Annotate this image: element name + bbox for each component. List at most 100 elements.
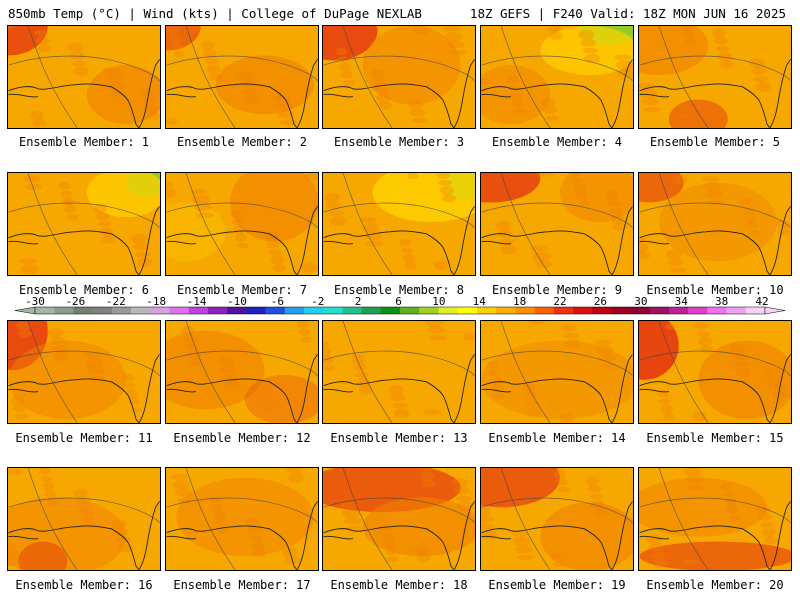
colorbar-tick-label: -26 <box>65 296 85 308</box>
ensemble-member-map <box>165 172 319 276</box>
temperature-field <box>639 173 791 275</box>
colorbar-segment <box>745 307 766 314</box>
ensemble-member-label: Ensemble Member: 19 <box>488 578 626 592</box>
ensemble-member-map <box>480 467 634 571</box>
colorbar-tick-label: -30 <box>25 296 45 308</box>
ensemble-member-label: Ensemble Member: 9 <box>491 283 623 297</box>
colorbar-segment <box>54 307 74 314</box>
ensemble-member-label: Ensemble Member: 17 <box>173 578 311 592</box>
colorbar-tick-label: -2 <box>311 296 324 308</box>
ensemble-member-map <box>7 320 161 424</box>
colorbar-segment <box>131 307 151 314</box>
ensemble-member-label: Ensemble Member: 16 <box>15 578 153 592</box>
chart-title: 850mb Temp (°C) | Wind (kts) | College o… <box>8 6 422 21</box>
colorbar-segment <box>92 307 113 314</box>
colorbar-segment <box>630 307 651 314</box>
temperature-field <box>166 26 318 128</box>
colorbar-tick-label: -14 <box>187 296 207 308</box>
run-info: 18Z GEFS | F240 Valid: 18Z MON JUN 16 20… <box>469 6 786 21</box>
colorbar-segment <box>496 307 516 314</box>
temperature-field <box>166 173 318 275</box>
colorbar-high-arrow <box>764 306 786 315</box>
ensemble-member-map <box>638 172 792 276</box>
ensemble-member-map <box>322 467 476 571</box>
colorbar-segment <box>303 307 324 314</box>
temperature-field <box>481 468 633 570</box>
ensemble-member-map <box>638 25 792 129</box>
temperature-field <box>323 26 475 128</box>
ensemble-member-map <box>322 25 476 129</box>
colorbar-segment <box>207 307 228 314</box>
ensemble-member-label: Ensemble Member: 3 <box>333 135 465 149</box>
colorbar-tick-label: 34 <box>675 296 689 308</box>
colorbar-segment <box>515 307 535 314</box>
ensemble-member-map <box>7 25 161 129</box>
ensemble-member-label: Ensemble Member: 11 <box>15 431 153 445</box>
temperature-field <box>323 321 475 423</box>
ensemble-member-map <box>7 467 161 571</box>
ensemble-member-label: Ensemble Member: 14 <box>488 431 626 445</box>
colorbar-segment <box>35 307 55 314</box>
colorbar-segment <box>726 307 747 314</box>
temperature-field <box>8 26 160 128</box>
colorbar-segment <box>188 307 209 314</box>
ensemble-member-map <box>7 172 161 276</box>
temperature-field <box>639 468 791 570</box>
colorbar-segment <box>668 307 689 314</box>
colorbar-segment <box>342 307 362 314</box>
colorbar-tick-label: 2 <box>355 296 362 308</box>
colorbar-segment <box>361 307 382 314</box>
colorbar-segment <box>419 307 439 314</box>
colorbar-segment <box>592 307 612 314</box>
colorbar-tick-label: 10 <box>432 296 445 308</box>
temperature-field <box>481 26 633 128</box>
temperature-field <box>8 173 160 275</box>
ensemble-member-label: Ensemble Member: 10 <box>646 283 784 297</box>
temperature-field <box>323 468 475 570</box>
colorbar-segment <box>284 307 305 314</box>
colorbar-tick-label: 14 <box>473 296 487 308</box>
temperature-field <box>481 173 633 275</box>
colorbar-tick-label: 6 <box>395 296 402 308</box>
ensemble-member-label: Ensemble Member: 20 <box>646 578 784 592</box>
colorbar-tick-label: -6 <box>271 296 284 308</box>
colorbar-segment <box>150 307 170 314</box>
temperature-field <box>323 173 475 275</box>
ensemble-member-map <box>480 172 634 276</box>
colorbar-segment <box>111 307 132 314</box>
ensemble-member-map <box>322 320 476 424</box>
temperature-field <box>639 26 791 128</box>
ensemble-member-map <box>638 467 792 571</box>
colorbar-segment <box>688 307 708 314</box>
colorbar-tick-label: 22 <box>553 296 566 308</box>
ensemble-member-map <box>480 25 634 129</box>
colorbar-segment <box>534 307 554 314</box>
ensemble-member-label: Ensemble Member: 13 <box>330 431 468 445</box>
temperature-field <box>8 321 160 423</box>
ensemble-member-map <box>165 467 319 571</box>
colorbar-segment <box>707 307 727 314</box>
colorbar-segment <box>323 307 343 314</box>
temperature-field <box>166 468 318 570</box>
ensemble-member-label: Ensemble Member: 1 <box>18 135 150 149</box>
temperature-field <box>639 321 791 423</box>
colorbar-segment <box>265 307 286 314</box>
colorbar-segment <box>73 307 93 314</box>
colorbar-segment <box>246 307 266 314</box>
colorbar-segment <box>476 307 497 314</box>
colorbar-low-arrow <box>14 306 36 315</box>
ensemble-member-label: Ensemble Member: 6 <box>18 283 150 297</box>
ensemble-member-map <box>165 25 319 129</box>
colorbar-tick-label: -22 <box>106 296 126 308</box>
ensemble-member-map <box>480 320 634 424</box>
ensemble-member-map <box>322 172 476 276</box>
colorbar-tick-label: -18 <box>146 296 166 308</box>
ensemble-member-label: Ensemble Member: 7 <box>176 283 308 297</box>
ensemble-member-label: Ensemble Member: 18 <box>330 578 468 592</box>
colorbar-segment <box>169 307 189 314</box>
ensemble-member-map <box>638 320 792 424</box>
colorbar-segment <box>572 307 593 314</box>
temperature-colorbar: -30 -26 -22 -18 -14 -10 -6 -2 2 6 10 14 18 22 26 30 34 38… <box>14 296 786 315</box>
ensemble-member-label: Ensemble Member: 8 <box>333 283 465 297</box>
colorbar-segment <box>457 307 478 314</box>
